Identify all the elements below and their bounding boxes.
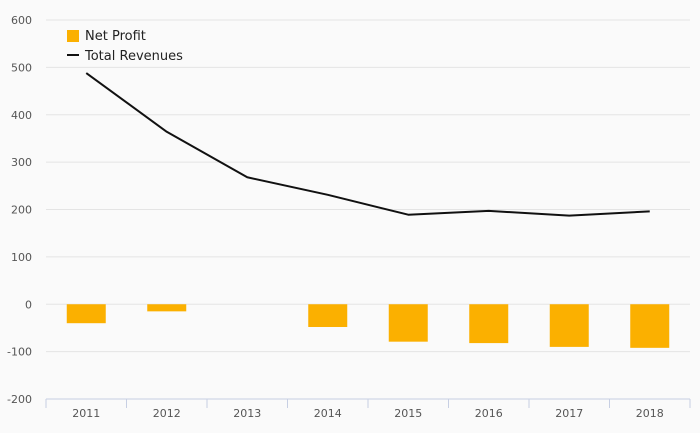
y-tick-label: -200 xyxy=(7,393,32,406)
x-tick-label: 2013 xyxy=(233,407,261,420)
x-tick-label: 2018 xyxy=(636,407,664,420)
x-tick-label: 2014 xyxy=(314,407,342,420)
net-profit-bars xyxy=(66,304,670,348)
total-revenues-line-group xyxy=(85,72,650,217)
x-tick-label: 2015 xyxy=(394,407,422,420)
net-profit-bar xyxy=(388,304,428,342)
legend-label-net-profit: Net Profit xyxy=(85,29,146,44)
y-tick-label: 300 xyxy=(11,156,32,169)
net-profit-bar xyxy=(147,304,187,312)
legend-swatch-net-profit xyxy=(67,30,79,42)
x-tick-label: 2012 xyxy=(153,407,181,420)
y-tick-label: 100 xyxy=(11,251,32,264)
net-profit-bar xyxy=(66,304,106,324)
y-tick-label: 600 xyxy=(11,14,32,27)
y-tick-label: -100 xyxy=(7,346,32,359)
y-axis-ticks: 600 500 400 300 200 100 0 -100 -200 xyxy=(7,14,32,406)
x-tick-label: 2017 xyxy=(555,407,583,420)
net-profit-bar xyxy=(630,304,670,348)
y-tick-label: 400 xyxy=(11,109,32,122)
x-tick-label: 2011 xyxy=(72,407,100,420)
y-tick-label: 0 xyxy=(25,298,32,311)
legend-label-total-revenues: Total Revenues xyxy=(84,49,183,64)
x-tick-label: 2016 xyxy=(475,407,503,420)
legend: Net Profit Total Revenues xyxy=(67,29,183,64)
y-tick-label: 200 xyxy=(11,204,32,217)
net-profit-bar xyxy=(549,304,589,347)
y-tick-label: 500 xyxy=(11,61,32,74)
net-profit-bar xyxy=(469,304,509,344)
total-revenues-line xyxy=(85,72,650,217)
grid-lines xyxy=(46,19,690,353)
net-profit-bar xyxy=(308,304,348,327)
x-axis: 2011 2012 2013 2014 2015 2016 2017 2018 xyxy=(45,398,691,420)
